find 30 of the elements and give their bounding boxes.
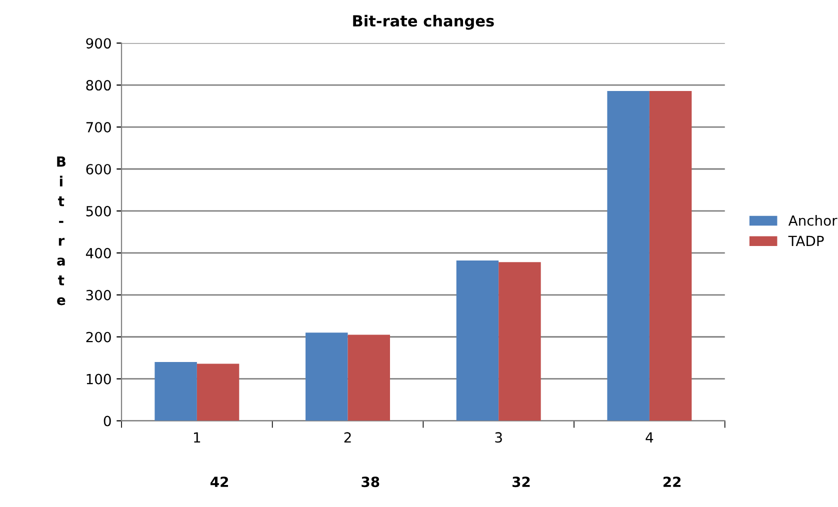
- y-tick-label: 400: [86, 248, 111, 258]
- bar: [196, 364, 240, 421]
- bar: [348, 334, 390, 421]
- bar: [456, 260, 499, 421]
- legend-label: Anchor: [788, 215, 838, 226]
- y-tick-label: 500: [86, 206, 111, 216]
- y-tick-label: 800: [86, 80, 111, 91]
- bar: [498, 262, 541, 421]
- legend-label: TADP: [788, 236, 824, 246]
- bar: [607, 90, 650, 421]
- y-axis-title: Bit-rate: [57, 156, 66, 306]
- y-tick-label: 700: [86, 122, 111, 133]
- text: 38: [362, 476, 380, 488]
- text: 32: [512, 476, 530, 488]
- y-tick-label: 300: [86, 290, 111, 300]
- y-tick-label: 900: [86, 38, 111, 49]
- bar: [154, 362, 197, 421]
- x-tick-label: 4: [646, 432, 654, 442]
- x-tick-label: 1: [194, 432, 200, 442]
- x-tick-label: 2: [344, 432, 351, 442]
- text: 42: [210, 476, 228, 487]
- y-tick-label: 0: [104, 416, 111, 426]
- bar: [306, 332, 348, 421]
- x-tick-label: 3: [495, 432, 502, 443]
- y-tick-label: 600: [86, 164, 111, 174]
- y-tick-label: 200: [86, 332, 111, 342]
- y-tick-label: 100: [86, 374, 111, 384]
- chart-title: Bit-rate changes: [353, 14, 494, 30]
- text: 22: [664, 476, 681, 487]
- bar: [649, 90, 692, 421]
